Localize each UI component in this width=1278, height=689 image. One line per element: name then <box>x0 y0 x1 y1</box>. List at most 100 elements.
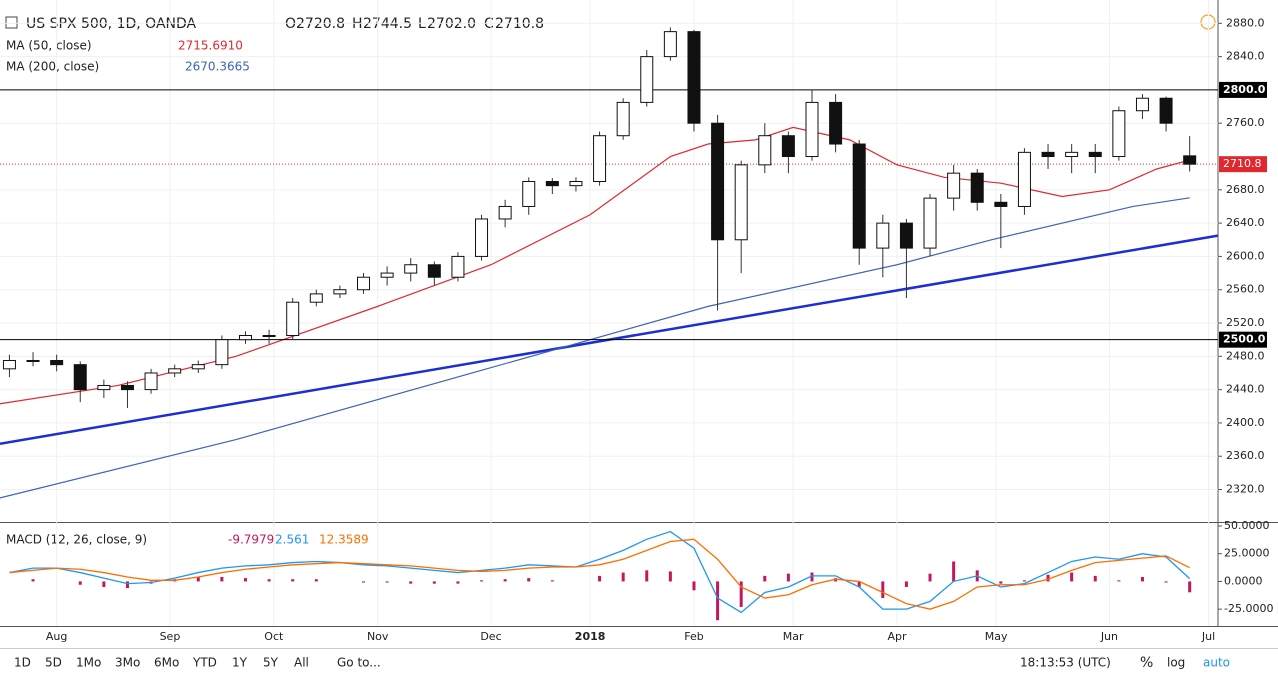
y-tick-label: 25.0000 <box>1224 547 1270 560</box>
symbol-title: US SPX 500, 1D, OANDA <box>26 16 197 32</box>
ohlc-l-key: L <box>418 16 426 32</box>
candle-body <box>144 372 158 391</box>
plot-layer <box>0 0 1218 626</box>
ma50-value: 2715.6910 <box>178 39 243 53</box>
candle-body <box>522 180 536 207</box>
candle-body <box>404 264 418 274</box>
histogram-bar <box>1093 575 1097 582</box>
histogram-bar <box>267 579 271 582</box>
range-button[interactable]: All <box>294 656 309 670</box>
range-button[interactable]: 6Mo <box>154 656 179 670</box>
histogram-bar <box>621 572 625 582</box>
histogram-bar <box>692 581 696 591</box>
ohlc-h-key: H <box>352 16 363 32</box>
histogram-bar <box>1046 574 1050 582</box>
ohlc-c: 2710.8 <box>495 16 544 32</box>
x-tick-label: Aug <box>46 630 67 643</box>
histogram-bar <box>432 581 436 584</box>
candle-body <box>168 368 182 374</box>
y-tick-label: 2840.0 <box>1226 50 1265 63</box>
line-label-box <box>1219 331 1267 348</box>
range-button[interactable]: YTD <box>192 656 217 670</box>
x-tick-label: Feb <box>684 630 703 643</box>
histogram-bar <box>739 581 743 607</box>
candle-body <box>994 201 1008 207</box>
x-tick-label: Sep <box>160 630 181 643</box>
candle-body <box>876 222 890 249</box>
percent-toggle[interactable]: % <box>1140 655 1153 671</box>
y-tick-label: -25.0000 <box>1224 602 1273 615</box>
candle-body <box>758 135 772 166</box>
range-button[interactable]: 5D <box>45 656 62 670</box>
histogram-bar <box>810 572 814 582</box>
histogram-bar <box>1140 576 1144 582</box>
candle-body <box>711 122 725 241</box>
goto-button[interactable]: Go to... <box>337 656 381 670</box>
candle-body <box>734 164 748 241</box>
y-tick-label: 2520.0 <box>1226 316 1265 329</box>
histogram-bar <box>409 581 413 584</box>
y-tick-label: 2640.0 <box>1226 216 1265 229</box>
candle-body <box>829 101 843 145</box>
range-button[interactable]: 3Mo <box>115 656 140 670</box>
alert-icon[interactable] <box>1200 14 1216 30</box>
signal-value: 12.3589 <box>319 533 369 547</box>
candle-body <box>852 143 866 249</box>
clock: 18:13:53 (UTC) <box>1020 656 1111 670</box>
histogram-bar <box>362 581 366 583</box>
candle-body <box>73 364 87 391</box>
histogram-bar <box>314 579 318 582</box>
histogram-bar <box>1070 572 1074 582</box>
histogram-bar <box>598 575 602 582</box>
candle-body <box>1183 155 1197 165</box>
histogram-bar <box>1164 581 1168 583</box>
histogram-bar <box>786 573 790 582</box>
toolbar: 1D 5D 1Mo 3Mo 6Mo YTD 1Y 5Y All <box>14 656 309 670</box>
log-toggle[interactable]: log <box>1167 656 1185 670</box>
candle-body <box>451 255 465 278</box>
moving-average <box>0 126 1190 405</box>
ohlc-o: 2720.8 <box>296 16 345 32</box>
candle-body <box>475 218 489 257</box>
candle-body <box>1088 151 1102 158</box>
ma200-value: 2670.3665 <box>185 60 250 74</box>
histogram-bar <box>1188 581 1192 593</box>
ma200-legend[interactable]: MA (200, close) <box>6 60 99 74</box>
line-label: 2500.0 <box>1223 333 1266 346</box>
candle-body <box>357 276 371 291</box>
histogram-bar <box>1117 580 1121 582</box>
y-tick-label: 2360.0 <box>1226 449 1265 462</box>
candle-body <box>947 172 961 199</box>
range-button[interactable]: 1Y <box>232 656 248 670</box>
candle-body <box>805 101 819 158</box>
candle-body <box>309 293 323 303</box>
candle-body <box>215 339 229 366</box>
collapse-icon[interactable] <box>5 16 18 29</box>
macd-legend[interactable]: MACD (12, 26, close, 9) <box>6 533 147 547</box>
range-button[interactable]: 5Y <box>263 656 279 670</box>
histogram-bar <box>385 581 389 583</box>
y-tick-label: 2760.0 <box>1226 116 1265 129</box>
candle-body <box>899 222 913 249</box>
line-label-box <box>1219 81 1267 98</box>
candle-body <box>1159 97 1173 124</box>
y-tick-label: 2440.0 <box>1226 383 1265 396</box>
line-label: 2800.0 <box>1223 83 1266 96</box>
ma50-legend[interactable]: MA (50, close) <box>6 39 92 53</box>
auto-toggle[interactable]: auto <box>1203 656 1230 670</box>
range-button[interactable]: 1D <box>14 656 31 670</box>
x-tick-label: Dec <box>480 630 501 643</box>
candle-body <box>50 359 64 366</box>
candle-body <box>333 289 347 295</box>
candle-body <box>1017 151 1031 207</box>
histogram-bar <box>999 581 1003 584</box>
candle-body <box>238 335 252 341</box>
histogram-bar <box>1022 580 1026 582</box>
candle-body <box>26 359 40 362</box>
candle-body <box>970 172 984 203</box>
y-tick-label: 2320.0 <box>1226 483 1265 496</box>
range-button[interactable]: 1Mo <box>76 656 101 670</box>
x-tick-label: May <box>985 630 1008 643</box>
y-tick-label: 0.0000 <box>1224 574 1263 587</box>
